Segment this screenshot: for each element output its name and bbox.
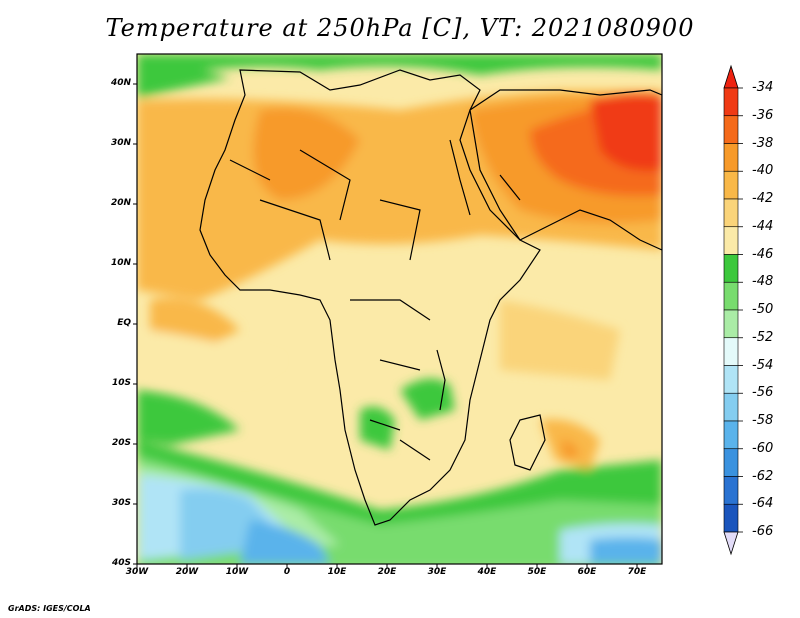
colorbar	[723, 64, 743, 556]
colorbar-swatch	[723, 254, 739, 283]
colorbar-tick-label: -56	[752, 385, 774, 401]
temperature-field	[137, 54, 662, 564]
colorbar-top-arrow	[723, 64, 739, 89]
colorbar-swatch	[723, 281, 739, 311]
lat-tick-label: 10N	[110, 258, 131, 268]
colorbar-tick-label: -58	[752, 413, 774, 428]
lon-tick-label: 70E	[627, 567, 647, 577]
colorbar-swatch	[723, 309, 739, 339]
colorbar-tick-label: -34	[752, 80, 774, 95]
colorbar-swatch	[723, 337, 739, 366]
colorbar-tick-label: -38	[752, 135, 774, 151]
colorbar-tick-label: -66	[752, 524, 774, 539]
colorbar-tick-label: -62	[752, 468, 774, 484]
colorbar-swatch	[723, 365, 739, 394]
lon-tick-label: 10W	[225, 567, 249, 577]
colorbar-swatch	[723, 392, 739, 422]
colorbar-swatch	[723, 503, 739, 533]
coastlines	[199, 69, 662, 526]
lon-tick-label: 40E	[477, 567, 497, 577]
lat-tick-label: 10S	[111, 378, 131, 388]
colorbar-tick-label: -44	[752, 218, 774, 234]
colorbar-tick-label: -64	[752, 496, 774, 512]
lat-tick-label: 20S	[111, 438, 131, 448]
colorbar-tick-label: -42	[752, 191, 774, 206]
lat-tick-label: 30S	[111, 498, 131, 508]
lon-tick-label: 60E	[577, 567, 597, 577]
colorbar-swatch	[723, 448, 739, 477]
colorbar-tick-label: -46	[752, 246, 774, 262]
colorbar-swatch	[723, 476, 739, 505]
lat-tick-marks	[133, 83, 137, 565]
colorbar-swatch	[723, 115, 739, 144]
colorbar-tick-label: -36	[752, 107, 774, 123]
colorbar-swatch	[723, 420, 739, 450]
plot-frame	[136, 53, 663, 565]
lon-tick-label: 50E	[527, 567, 547, 577]
colorbar-tick-label: -52	[752, 329, 774, 345]
lat-tick-label: 30N	[110, 138, 131, 148]
colorbar-tick-label: -48	[752, 274, 774, 290]
lat-tick-label: EQ	[117, 318, 131, 328]
colorbar-bottom-arrow	[723, 531, 739, 556]
lon-tick-label: 30E	[427, 567, 447, 577]
colorbar-tick-label: -60	[752, 440, 774, 456]
lon-tick-marks	[136, 564, 638, 568]
colorbar-tick-label: -50	[752, 302, 774, 317]
grads-credit: GrADS: IGES/COLA	[8, 604, 91, 613]
colorbar-swatch	[723, 226, 739, 255]
madagascar-outline	[509, 414, 546, 471]
colorbar-swatch	[723, 198, 739, 228]
colorbar-swatch	[723, 87, 739, 117]
lon-tick-label: 30W	[125, 567, 149, 577]
lon-tick-label: 10E	[327, 567, 347, 577]
lat-tick-label: 40S	[111, 558, 131, 568]
colorbar-swatch	[723, 143, 739, 172]
chart-title: Temperature at 250hPa [C], VT: 202108090…	[105, 14, 695, 42]
colorbar-tick-label: -40	[752, 163, 774, 179]
lat-tick-label: 40N	[110, 78, 131, 88]
lon-tick-label: 20E	[377, 567, 397, 577]
colorbar-swatch	[723, 170, 739, 200]
lon-tick-label: 0	[283, 567, 291, 577]
lon-tick-label: 20W	[175, 567, 199, 577]
lat-tick-label: 20N	[110, 198, 131, 208]
colorbar-tick-label: -54	[752, 357, 774, 373]
